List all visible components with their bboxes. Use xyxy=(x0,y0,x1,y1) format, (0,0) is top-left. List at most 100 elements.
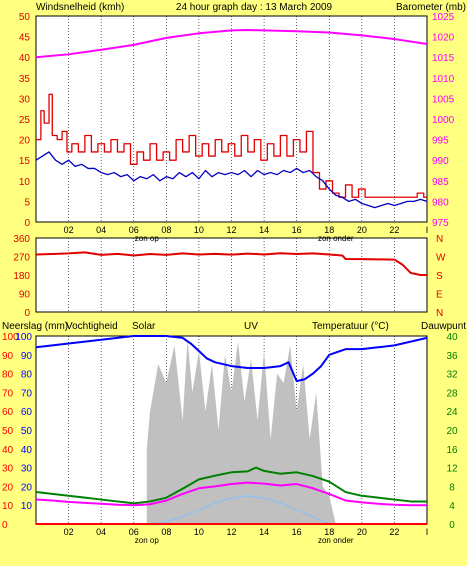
humidity-y-tick-label: 10 xyxy=(21,501,33,512)
x-tick-label: 02 xyxy=(64,225,74,235)
x-tick-label: 22 xyxy=(389,225,399,235)
x-tick-label: 06 xyxy=(129,225,139,235)
x-tick-label: I xyxy=(426,225,429,235)
temperature-y-tick-label: 20 xyxy=(446,426,458,437)
direction-series-line xyxy=(35,251,427,276)
wind-y-tick-label: 30 xyxy=(19,94,31,105)
x-tick-label: 20 xyxy=(357,527,367,537)
temperature-y-tick-label: 40 xyxy=(446,332,458,343)
compass-tick-label: N xyxy=(436,308,443,319)
sunset-label-bottom: zon onder xyxy=(318,536,354,545)
humidity-y-tick-label: 30 xyxy=(21,464,33,475)
x-tick-label: 12 xyxy=(226,225,236,235)
humidity-y-tick-label: 50 xyxy=(21,426,33,437)
compass-tick-label: N xyxy=(436,234,443,245)
rain-y-tick-label: 90 xyxy=(2,351,14,362)
x-tick-label: 08 xyxy=(161,527,171,537)
x-tick-label: 02 xyxy=(64,527,74,537)
x-tick-label: 10 xyxy=(194,527,204,537)
humidity-y-tick-label: 60 xyxy=(21,407,33,418)
humidity-y-tick-label: 20 xyxy=(21,482,33,493)
humidity-y-tick-label: 70 xyxy=(21,388,33,399)
wind-y-tick-label: 45 xyxy=(19,33,31,44)
x-tick-label: 06 xyxy=(129,527,139,537)
direction-y-tick-label: 270 xyxy=(13,253,30,264)
temperature-y-tick-label: 12 xyxy=(446,464,458,475)
humidity-y-tick-label: 100 xyxy=(15,332,32,343)
dewpoint-series-line xyxy=(35,481,427,507)
compass-tick-label: W xyxy=(436,253,446,264)
wind-y-tick-label: 10 xyxy=(19,177,31,188)
humidity-y-tick-label: 40 xyxy=(21,445,33,456)
chart-title: 24 hour graph day : 13 March 2009 xyxy=(176,2,333,13)
x-tick-label: 20 xyxy=(357,225,367,235)
wind-axis-label: Windsnelheid (kmh) xyxy=(36,2,124,13)
barometer-y-tick-label: 985 xyxy=(432,177,449,188)
direction-y-tick-label: 90 xyxy=(19,290,31,301)
temperature-y-tick-label: 16 xyxy=(446,445,458,456)
tick-layer: 02 04 06 08 10 12 14 16 18 20 22 I02 04 06 08 10 12 14 16 1… xyxy=(2,12,458,537)
rain-y-tick-label: 10 xyxy=(2,501,14,512)
wind-y-tick-label: 5 xyxy=(24,197,30,208)
sunrise-label-top: zon op xyxy=(135,234,160,243)
temperature-y-tick-label: 4 xyxy=(449,501,455,512)
wind-y-tick-label: 25 xyxy=(19,115,31,126)
humidity-label: Vochtigheid xyxy=(66,321,118,332)
rain-y-tick-label: 60 xyxy=(2,407,14,418)
x-tick-label: I xyxy=(426,527,429,537)
x-tick-label: 04 xyxy=(96,527,106,537)
x-tick-label: 16 xyxy=(292,527,302,537)
barometer-axis-label: Barometer (mb) xyxy=(396,2,466,13)
compass-tick-label: E xyxy=(436,290,443,301)
barometer-y-tick-label: 975 xyxy=(432,218,449,229)
sunset-label-top: zon onder xyxy=(318,234,354,243)
humidity-y-tick-label: 90 xyxy=(21,351,33,362)
dewpoint-label: Dauwpunt xyxy=(421,321,466,332)
humidity-y-tick-label: 80 xyxy=(21,370,33,381)
barometer-y-tick-label: 1025 xyxy=(432,12,455,23)
temperature-y-tick-label: 0 xyxy=(449,520,455,531)
temperature-axis-label: Temperatuur (°C) xyxy=(312,321,389,332)
barometer-series-line xyxy=(35,29,428,59)
uv-series-line xyxy=(149,495,330,525)
x-tick-label: 08 xyxy=(161,225,171,235)
barometer-y-tick-label: 1005 xyxy=(432,94,455,105)
rain-y-tick-label: 40 xyxy=(2,445,14,456)
temperature-y-tick-label: 36 xyxy=(446,351,458,362)
rain-y-tick-label: 20 xyxy=(2,482,14,493)
rain-y-tick-label: 50 xyxy=(2,426,14,437)
solar-label: Solar xyxy=(132,321,156,332)
barometer-y-tick-label: 990 xyxy=(432,156,449,167)
solar-series-area xyxy=(146,339,336,524)
x-tick-label: 14 xyxy=(259,527,269,537)
x-tick-label: 16 xyxy=(292,225,302,235)
barometer-y-tick-label: 1010 xyxy=(432,74,455,85)
x-tick-label: 14 xyxy=(259,225,269,235)
wind-y-tick-label: 0 xyxy=(24,218,30,229)
x-tick-label: 04 xyxy=(96,225,106,235)
wind-y-tick-label: 20 xyxy=(19,136,31,147)
wind-y-tick-label: 15 xyxy=(19,156,31,167)
rain-y-tick-label: 80 xyxy=(2,370,14,381)
x-tick-label: 18 xyxy=(324,225,334,235)
x-tick-label: 12 xyxy=(226,527,236,537)
humidity-series-line xyxy=(35,335,428,383)
direction-y-tick-label: 0 xyxy=(24,308,30,319)
temperature-y-tick-label: 8 xyxy=(449,482,455,493)
rain-axis-label: Neerslag (mm) xyxy=(2,321,68,332)
series-layer xyxy=(35,29,428,525)
x-tick-label: 10 xyxy=(194,225,204,235)
rain-y-tick-label: 0 xyxy=(2,520,8,531)
x-tick-label: 22 xyxy=(389,527,399,537)
temperature-series-line xyxy=(35,466,427,505)
direction-y-tick-label: 360 xyxy=(13,234,30,245)
barometer-y-tick-label: 1000 xyxy=(432,115,455,126)
barometer-y-tick-label: 1015 xyxy=(432,53,455,64)
compass-tick-label: S xyxy=(436,271,443,282)
rain-y-tick-label: 100 xyxy=(2,332,19,343)
wind_avg-series-line xyxy=(35,151,428,209)
temperature-y-tick-label: 28 xyxy=(446,388,458,399)
barometer-y-tick-label: 995 xyxy=(432,136,449,147)
barometer-y-tick-label: 980 xyxy=(432,197,449,208)
